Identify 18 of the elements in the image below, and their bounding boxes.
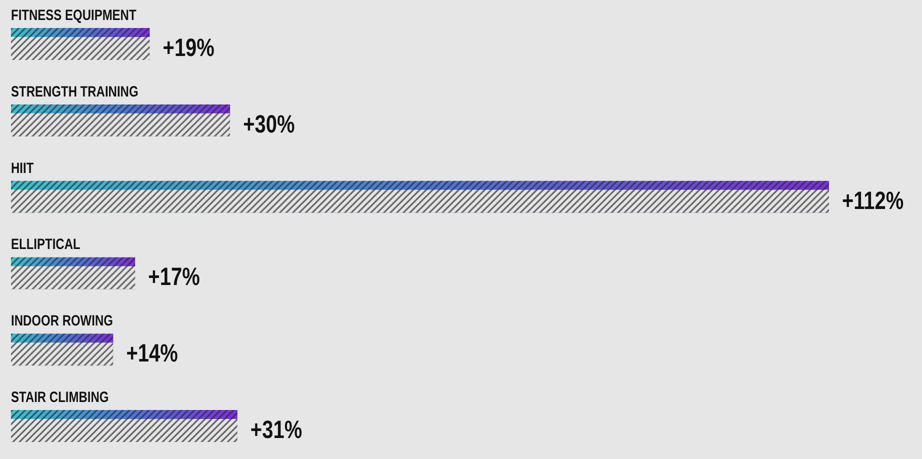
bar <box>11 410 238 442</box>
y-tick-label: STAIR CLIMBING <box>11 388 109 406</box>
bar <box>11 28 150 60</box>
data-label: +14% <box>126 340 178 368</box>
y-tick-label: ELLIPTICAL <box>11 236 80 253</box>
bar <box>11 104 230 136</box>
data-label: +112% <box>842 186 904 214</box>
y-tick-label: STRENGTH TRAINING <box>11 83 138 100</box>
y-tick-label: FITNESS EQUIPMENT <box>11 6 137 24</box>
y-tick-label: INDOOR ROWING <box>11 312 113 329</box>
y-tick-label: HIIT <box>11 160 34 176</box>
data-label: +31% <box>250 416 302 444</box>
bar <box>11 257 136 290</box>
bar <box>11 180 829 213</box>
data-label: +19% <box>162 34 214 62</box>
bar <box>11 334 114 366</box>
data-label: +17% <box>148 263 200 291</box>
data-label: +30% <box>243 110 295 138</box>
